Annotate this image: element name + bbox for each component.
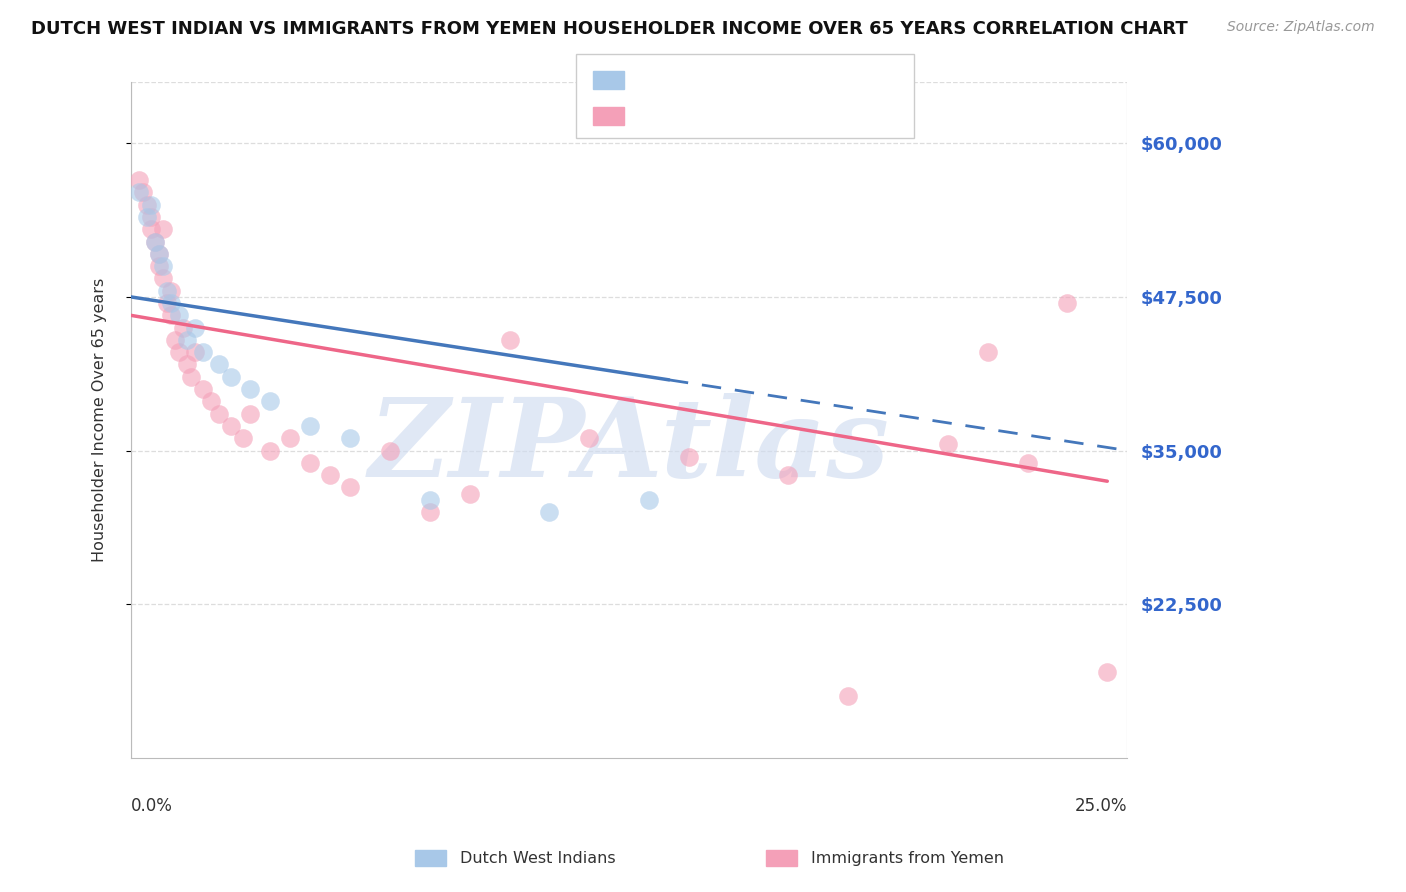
Text: 25.0%: 25.0% bbox=[1074, 797, 1128, 814]
Point bbox=[339, 431, 361, 445]
Point bbox=[139, 222, 162, 236]
Point bbox=[339, 480, 361, 494]
Point bbox=[319, 468, 342, 483]
Point bbox=[678, 450, 700, 464]
Point bbox=[498, 333, 520, 347]
Point bbox=[148, 247, 170, 261]
Point bbox=[259, 394, 281, 409]
Point bbox=[259, 443, 281, 458]
Point bbox=[936, 437, 959, 451]
Point bbox=[156, 284, 179, 298]
Text: Source: ZipAtlas.com: Source: ZipAtlas.com bbox=[1227, 20, 1375, 34]
Point bbox=[163, 333, 186, 347]
Point bbox=[148, 259, 170, 273]
Point bbox=[183, 320, 205, 334]
Point bbox=[183, 345, 205, 359]
Point bbox=[135, 198, 157, 212]
Point bbox=[239, 407, 262, 421]
Point bbox=[458, 486, 481, 500]
Point bbox=[191, 382, 214, 396]
Point bbox=[156, 296, 179, 310]
Point bbox=[128, 173, 150, 187]
Point bbox=[207, 358, 229, 372]
Point bbox=[152, 259, 174, 273]
Point bbox=[837, 690, 859, 704]
Point bbox=[159, 296, 181, 310]
Text: Immigrants from Yemen: Immigrants from Yemen bbox=[811, 851, 1004, 865]
Point bbox=[1017, 456, 1039, 470]
Point bbox=[180, 369, 202, 384]
Point bbox=[167, 309, 190, 323]
Point bbox=[135, 210, 157, 224]
Point bbox=[128, 186, 150, 200]
Point bbox=[139, 210, 162, 224]
Point bbox=[239, 382, 262, 396]
Point bbox=[638, 492, 661, 507]
Point bbox=[139, 198, 162, 212]
Point bbox=[132, 186, 155, 200]
Text: 0.0%: 0.0% bbox=[131, 797, 173, 814]
Point bbox=[778, 468, 800, 483]
Point bbox=[419, 492, 441, 507]
Point bbox=[578, 431, 600, 445]
Point bbox=[219, 418, 242, 433]
Point bbox=[148, 247, 170, 261]
Point bbox=[176, 358, 198, 372]
Point bbox=[219, 369, 242, 384]
Point bbox=[172, 320, 194, 334]
Point bbox=[419, 505, 441, 519]
Point bbox=[152, 271, 174, 285]
Text: Dutch West Indians: Dutch West Indians bbox=[460, 851, 616, 865]
Point bbox=[143, 235, 166, 249]
Point bbox=[378, 443, 401, 458]
Point bbox=[207, 407, 229, 421]
Point bbox=[159, 309, 181, 323]
Point bbox=[280, 431, 302, 445]
Point bbox=[1097, 665, 1119, 679]
Y-axis label: Householder Income Over 65 years: Householder Income Over 65 years bbox=[93, 277, 107, 562]
Point bbox=[977, 345, 1000, 359]
Text: ZIPAtlas: ZIPAtlas bbox=[368, 393, 890, 500]
Text: DUTCH WEST INDIAN VS IMMIGRANTS FROM YEMEN HOUSEHOLDER INCOME OVER 65 YEARS CORR: DUTCH WEST INDIAN VS IMMIGRANTS FROM YEM… bbox=[31, 20, 1188, 37]
Point bbox=[143, 235, 166, 249]
Point bbox=[299, 456, 322, 470]
Point bbox=[1056, 296, 1078, 310]
Point bbox=[200, 394, 222, 409]
Point bbox=[299, 418, 322, 433]
Text: R = -0.256   N = 29: R = -0.256 N = 29 bbox=[638, 71, 815, 89]
Text: R = -0.269   N = 50: R = -0.269 N = 50 bbox=[638, 107, 815, 125]
Point bbox=[538, 505, 561, 519]
Point bbox=[152, 222, 174, 236]
Point bbox=[231, 431, 253, 445]
Point bbox=[176, 333, 198, 347]
Point bbox=[159, 284, 181, 298]
Point bbox=[191, 345, 214, 359]
Point bbox=[167, 345, 190, 359]
